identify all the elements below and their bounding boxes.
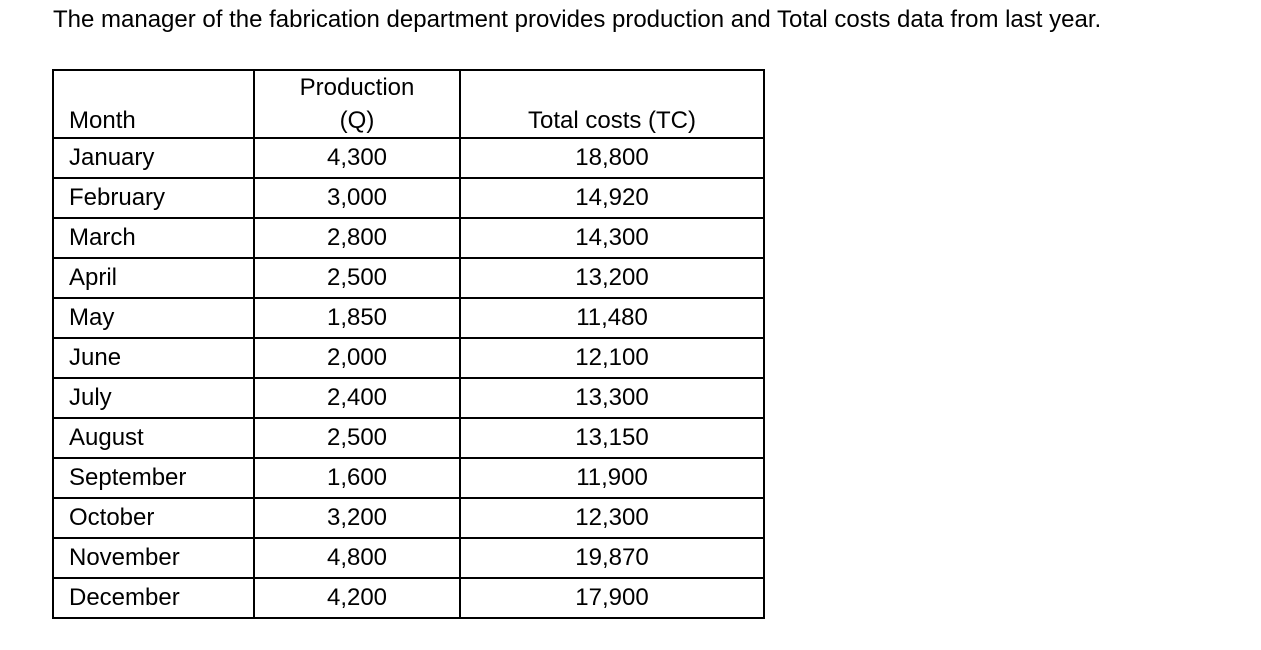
cell-month: July: [52, 377, 255, 419]
table-row: October 3,200 12,300: [52, 497, 765, 539]
cell-production: 2,000: [253, 337, 461, 379]
table-row: April 2,500 13,200: [52, 257, 765, 299]
table-row: January 4,300 18,800: [52, 137, 765, 179]
cell-month: September: [52, 457, 255, 499]
table-row: August 2,500 13,150: [52, 417, 765, 459]
cell-month: May: [52, 297, 255, 339]
production-cost-table: Month Production (Q) Total costs (TC) Ja…: [52, 69, 765, 619]
cell-production: 2,500: [253, 417, 461, 459]
intro-paragraph: The manager of the fabrication departmen…: [53, 6, 1102, 33]
cell-total-costs: 12,300: [459, 497, 765, 539]
cell-month: October: [52, 497, 255, 539]
cell-total-costs: 13,300: [459, 377, 765, 419]
table-row: November 4,800 19,870: [52, 537, 765, 579]
cell-production: 4,300: [253, 137, 461, 179]
cell-total-costs: 19,870: [459, 537, 765, 579]
cell-month: January: [52, 137, 255, 179]
cell-production: 2,400: [253, 377, 461, 419]
cell-production: 2,800: [253, 217, 461, 259]
cell-month: February: [52, 177, 255, 219]
cell-production: 2,500: [253, 257, 461, 299]
cell-month: August: [52, 417, 255, 459]
cell-month: April: [52, 257, 255, 299]
cell-production: 3,200: [253, 497, 461, 539]
table-row: March 2,800 14,300: [52, 217, 765, 259]
table-row: February 3,000 14,920: [52, 177, 765, 219]
header-production-line2: (Q): [339, 107, 375, 134]
table-header-row: Month Production (Q) Total costs (TC): [52, 69, 765, 139]
cell-total-costs: 11,900: [459, 457, 765, 499]
cell-production: 3,000: [253, 177, 461, 219]
cell-total-costs: 13,200: [459, 257, 765, 299]
cell-total-costs: 11,480: [459, 297, 765, 339]
cell-production: 1,850: [253, 297, 461, 339]
cell-month: November: [52, 537, 255, 579]
cell-total-costs: 14,920: [459, 177, 765, 219]
cell-production: 4,800: [253, 537, 461, 579]
header-month: Month: [52, 69, 255, 139]
header-production-line1: Production: [299, 74, 415, 101]
cell-total-costs: 13,150: [459, 417, 765, 459]
cell-total-costs: 14,300: [459, 217, 765, 259]
table-row: September 1,600 11,900: [52, 457, 765, 499]
cell-total-costs: 18,800: [459, 137, 765, 179]
cell-month: March: [52, 217, 255, 259]
cell-total-costs: 12,100: [459, 337, 765, 379]
header-total-costs: Total costs (TC): [459, 69, 765, 139]
table-row: May 1,850 11,480: [52, 297, 765, 339]
table-row: June 2,000 12,100: [52, 337, 765, 379]
cell-month: June: [52, 337, 255, 379]
cell-month: December: [52, 577, 255, 619]
table-row: July 2,400 13,300: [52, 377, 765, 419]
header-production: Production (Q): [253, 69, 461, 139]
cell-production: 1,600: [253, 457, 461, 499]
cell-production: 4,200: [253, 577, 461, 619]
table-row: December 4,200 17,900: [52, 577, 765, 619]
cell-total-costs: 17,900: [459, 577, 765, 619]
